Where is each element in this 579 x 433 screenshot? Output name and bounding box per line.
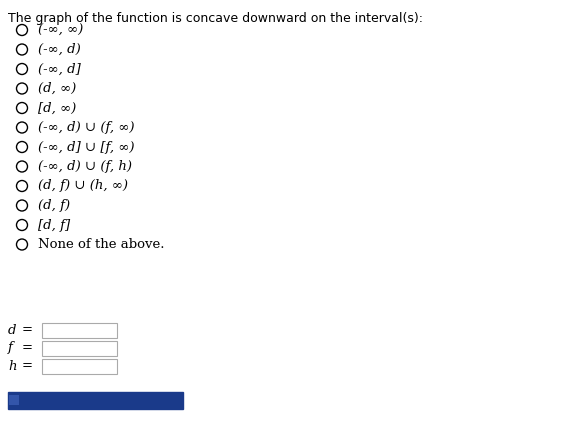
Text: (d, ∞): (d, ∞)	[38, 82, 76, 95]
FancyBboxPatch shape	[42, 359, 117, 374]
Text: (d, f) ∪ (h, ∞): (d, f) ∪ (h, ∞)	[38, 180, 128, 193]
Text: d: d	[8, 323, 16, 336]
FancyBboxPatch shape	[42, 323, 117, 337]
Text: (-∞, ∞): (-∞, ∞)	[38, 23, 83, 36]
FancyBboxPatch shape	[42, 340, 117, 355]
Text: [d, f]: [d, f]	[38, 219, 70, 232]
Text: h: h	[8, 359, 16, 372]
Text: None of the above.: None of the above.	[38, 238, 164, 251]
Text: [d, ∞): [d, ∞)	[38, 101, 76, 114]
Text: f: f	[8, 342, 13, 355]
Text: (-∞, d): (-∞, d)	[38, 43, 80, 56]
Text: =: =	[22, 359, 33, 372]
Text: (-∞, d]: (-∞, d]	[38, 62, 80, 75]
FancyBboxPatch shape	[8, 391, 183, 408]
Text: (-∞, d] ∪ [f, ∞): (-∞, d] ∪ [f, ∞)	[38, 140, 134, 154]
Text: =: =	[22, 342, 33, 355]
Text: The graph of the function is concave downward on the interval(s):: The graph of the function is concave dow…	[8, 12, 423, 25]
Text: (-∞, d) ∪ (f, h): (-∞, d) ∪ (f, h)	[38, 160, 132, 173]
Text: =: =	[22, 323, 33, 336]
Text: (-∞, d) ∪ (f, ∞): (-∞, d) ∪ (f, ∞)	[38, 121, 134, 134]
FancyBboxPatch shape	[9, 395, 19, 405]
Text: (d, f): (d, f)	[38, 199, 70, 212]
Text: + symbolic formatting help: + symbolic formatting help	[23, 395, 166, 405]
